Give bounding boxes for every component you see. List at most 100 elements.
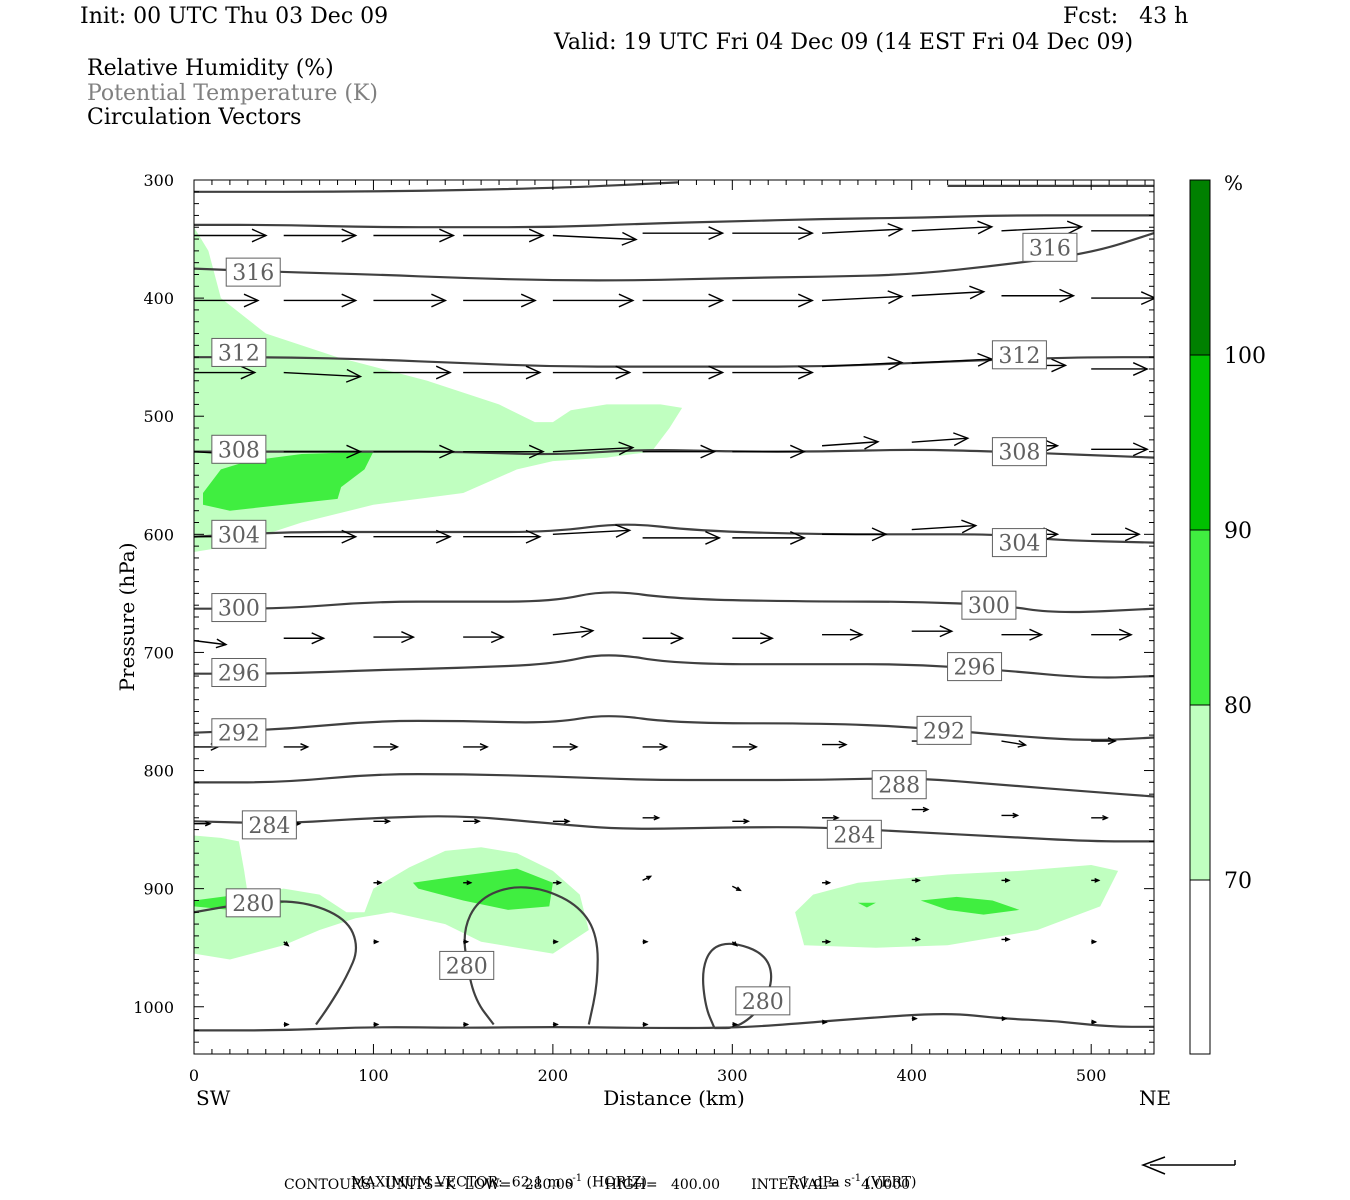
circulation-vector bbox=[911, 806, 930, 813]
x-tick-label: 0 bbox=[189, 1066, 199, 1085]
colorbar-segment bbox=[1190, 880, 1210, 1054]
circulation-vector bbox=[911, 220, 994, 235]
circulation-vector bbox=[552, 880, 563, 886]
y-tick-label: 600 bbox=[143, 525, 174, 544]
x-tick-label: 400 bbox=[896, 1066, 927, 1085]
circulation-vector bbox=[552, 231, 638, 246]
isentrope-label: 284 bbox=[826, 819, 882, 849]
circulation-vector bbox=[373, 1021, 380, 1028]
isentrope-label-text: 304 bbox=[218, 523, 260, 548]
isentrope-label: 300 bbox=[211, 593, 267, 623]
circulation-vector bbox=[552, 625, 595, 638]
circulation-vector bbox=[463, 743, 489, 751]
circulation-vector bbox=[373, 228, 456, 243]
circulation-vector bbox=[642, 530, 722, 545]
circulation-vector bbox=[911, 352, 994, 367]
circulation-vector bbox=[822, 740, 848, 749]
circulation-vector bbox=[1091, 1019, 1098, 1025]
x-axis-title: Distance (km) bbox=[603, 1086, 745, 1110]
isentrope-label-text: 308 bbox=[998, 441, 1040, 466]
isentrope-label: 280 bbox=[225, 888, 281, 918]
circulation-vector bbox=[283, 632, 326, 645]
circulation-vector bbox=[911, 432, 970, 447]
isentrope-label: 308 bbox=[211, 434, 267, 464]
circulation-vector bbox=[1001, 1016, 1008, 1022]
circulation-vector bbox=[373, 939, 380, 945]
isentrope-label: 300 bbox=[961, 590, 1017, 620]
circulation-vector bbox=[552, 365, 632, 380]
colorbar-segment bbox=[1190, 705, 1210, 880]
circulation-vector bbox=[283, 293, 358, 308]
circulation-vector bbox=[642, 743, 669, 751]
colorbar-unit: % bbox=[1224, 171, 1243, 195]
isentrope-label: 296 bbox=[211, 658, 267, 688]
isentrope-label: 296 bbox=[947, 652, 1003, 682]
isentrope-label-text: 288 bbox=[878, 774, 920, 799]
circulation-vector bbox=[822, 290, 904, 305]
contours-line: CONTOURS: UNITS=K LOW= 280.00 HIGH= 400.… bbox=[284, 1177, 911, 1193]
circulation-vector bbox=[642, 939, 649, 945]
colorbar-label: 100 bbox=[1224, 344, 1266, 369]
isentrope-label: 308 bbox=[991, 437, 1047, 467]
circulation-vector bbox=[552, 1021, 559, 1028]
rh-region-80-1 bbox=[203, 451, 374, 511]
vector-layer bbox=[194, 220, 1154, 1028]
circulation-vector bbox=[822, 222, 904, 237]
circulation-vector bbox=[642, 365, 725, 380]
max-vector-horiz-exp: -1 bbox=[572, 1173, 583, 1184]
circulation-vector bbox=[911, 936, 922, 942]
colorbar-label: 80 bbox=[1224, 694, 1252, 719]
isentrope-316-8 bbox=[194, 232, 1154, 282]
y-tick-label: 700 bbox=[143, 643, 174, 662]
circulation-vector bbox=[1091, 230, 1154, 232]
circulation-vector bbox=[283, 444, 363, 459]
circulation-vector bbox=[194, 293, 260, 308]
rh-shading-layer bbox=[194, 227, 1119, 960]
circulation-vector bbox=[642, 1021, 649, 1028]
circulation-vector bbox=[463, 228, 545, 243]
y-tick-label: 900 bbox=[143, 880, 174, 899]
circulation-vector bbox=[373, 444, 456, 459]
reference-vector-arrow bbox=[1140, 1156, 1236, 1175]
circulation-vector bbox=[911, 1016, 918, 1022]
valid-time: Valid: 19 UTC Fri 04 Dec 09 (14 EST Fri … bbox=[554, 30, 1134, 55]
circulation-vector bbox=[552, 524, 632, 538]
circulation-vector bbox=[373, 631, 416, 644]
rh-region-70-2 bbox=[194, 835, 589, 960]
isentrope-320-9 bbox=[194, 214, 1154, 229]
isentrope-label-text: 312 bbox=[218, 341, 260, 366]
circulation-vector bbox=[911, 877, 922, 883]
ne-end-label: NE bbox=[1139, 1086, 1171, 1110]
circulation-vector bbox=[1001, 220, 1084, 235]
circulation-vector bbox=[373, 293, 448, 308]
circulation-vector bbox=[732, 293, 815, 308]
circulation-vector bbox=[194, 365, 257, 380]
colorbar-label: 70 bbox=[1224, 869, 1252, 894]
y-tick-label: 800 bbox=[143, 762, 174, 781]
circulation-vector bbox=[642, 814, 661, 821]
circulation-vector bbox=[1091, 527, 1141, 542]
circulation-vector bbox=[1091, 442, 1149, 457]
circulation-vector bbox=[1001, 936, 1011, 942]
circulation-vector bbox=[283, 940, 290, 947]
circulation-vector bbox=[822, 628, 864, 641]
isentrope-label: 312 bbox=[211, 337, 267, 367]
isentrope-label-text: 292 bbox=[218, 722, 260, 747]
y-tick-label: 400 bbox=[143, 289, 174, 308]
circulation-vector bbox=[1001, 628, 1044, 641]
circulation-vector bbox=[822, 1019, 829, 1025]
circulation-vector bbox=[911, 519, 978, 534]
circulation-vector bbox=[1091, 814, 1109, 821]
circulation-vector bbox=[283, 743, 310, 751]
isentrope-label-text: 280 bbox=[446, 954, 488, 979]
circulation-vector bbox=[552, 818, 571, 825]
max-vector-vert-text: 7.1 dPa s bbox=[786, 1174, 852, 1191]
circulation-vector bbox=[1091, 628, 1133, 641]
isentrope-label-text: 300 bbox=[218, 597, 260, 622]
init-time: Init: 00 UTC Thu 03 Dec 09 bbox=[80, 4, 389, 29]
forecast-hour: Fcst: 43 h bbox=[1063, 4, 1189, 29]
x-tick-label: 200 bbox=[538, 1066, 569, 1085]
circulation-vector bbox=[194, 820, 212, 827]
isentrope-label: 312 bbox=[991, 340, 1047, 370]
circulation-vector bbox=[1091, 362, 1149, 376]
